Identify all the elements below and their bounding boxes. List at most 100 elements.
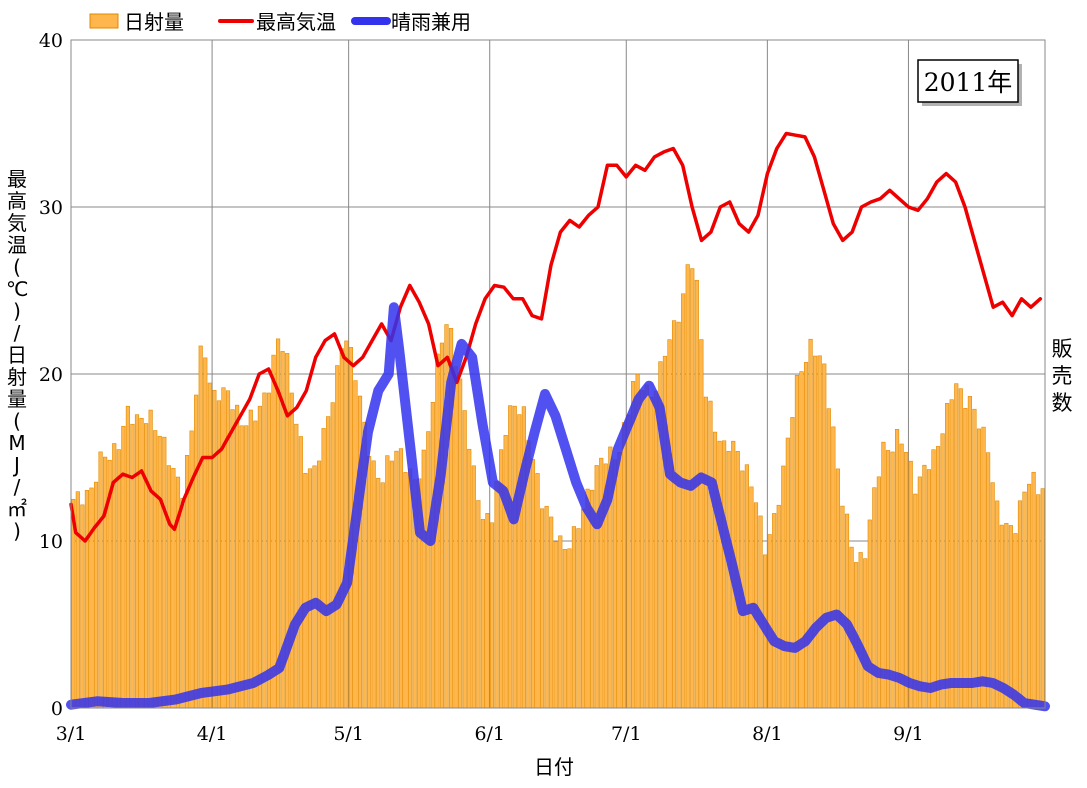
bar (785, 437, 790, 709)
bar (671, 320, 677, 709)
bar (826, 408, 831, 709)
x-tick-label: 7/1 (611, 723, 642, 745)
bar (144, 423, 149, 709)
bar (1008, 525, 1013, 709)
bar (612, 459, 617, 709)
bar (694, 279, 699, 709)
bar (940, 433, 945, 709)
bar (835, 468, 840, 709)
bar (253, 420, 258, 709)
bar (945, 403, 950, 709)
x-axis-tick-labels: 3/1 4/1 5/1 6/1 7/1 8/1 9/1 (56, 723, 924, 745)
bar (298, 436, 303, 709)
bar (681, 293, 686, 709)
bar (430, 401, 435, 709)
bar (539, 508, 545, 709)
bar (749, 486, 754, 709)
y-tick-label: 10 (39, 531, 63, 553)
bar (904, 452, 909, 709)
bar (544, 505, 549, 709)
bar (990, 482, 995, 709)
y-axis-tick-labels: 0 10 20 30 40 (39, 30, 63, 720)
bar (439, 342, 445, 709)
bar (1017, 500, 1023, 709)
bar (808, 338, 813, 709)
y-tick-label: 40 (39, 30, 63, 52)
bar (376, 477, 381, 709)
bar (571, 526, 577, 709)
bar (549, 516, 554, 709)
bar (867, 519, 872, 709)
bar (171, 468, 176, 709)
bar (813, 355, 818, 709)
bar (326, 416, 331, 709)
bar (803, 362, 809, 709)
year-badge-text: 2011年 (924, 68, 1013, 97)
bar (198, 345, 203, 709)
bar (717, 440, 722, 709)
bar-series-solar-radiation (71, 264, 1045, 709)
bar (408, 468, 413, 709)
bar (289, 392, 294, 709)
bar (935, 446, 941, 709)
bar (558, 535, 563, 709)
bar (881, 441, 886, 709)
x-tick-label: 4/1 (197, 723, 228, 745)
bar (767, 534, 772, 709)
legend-item: 日射量 (89, 10, 184, 34)
bar (640, 390, 645, 709)
bar (1036, 494, 1041, 709)
bar (162, 436, 167, 709)
y-tick-label: 0 (51, 698, 63, 720)
bar (895, 428, 900, 709)
bar (772, 513, 777, 709)
bar (212, 389, 217, 709)
bar (594, 465, 599, 709)
legend-item: 晴雨兼用 (351, 10, 471, 34)
bar (890, 451, 895, 709)
bar (462, 410, 467, 709)
bar (194, 394, 199, 709)
bar (121, 425, 126, 709)
bar (958, 388, 963, 709)
bar (316, 460, 322, 709)
bar (75, 491, 80, 709)
bar (485, 513, 490, 709)
bar (530, 459, 536, 709)
bar (949, 399, 954, 709)
bar (458, 378, 463, 709)
year-badge: 2011年 (917, 59, 1022, 106)
legend-label: 晴雨兼用 (391, 10, 471, 34)
bar (371, 460, 376, 709)
bar (635, 373, 640, 709)
bar (512, 405, 517, 709)
bar (831, 426, 836, 709)
x-axis-label: 日付 (534, 755, 574, 779)
bar (653, 390, 658, 709)
bar (999, 524, 1004, 709)
bar (153, 430, 158, 709)
bar (1031, 471, 1036, 709)
bar (148, 409, 153, 709)
legend-swatch (89, 13, 119, 29)
bar (303, 473, 308, 709)
bar (221, 387, 226, 709)
bar (744, 464, 749, 709)
bar (403, 472, 408, 709)
bar (489, 522, 495, 709)
y-axis-label-left: 最高気温(℃) / 日射量(M J / ㎡) (6, 167, 29, 543)
bar (207, 382, 212, 709)
bar (817, 355, 822, 709)
legend: 日射量 最高気温 晴雨兼用 (89, 10, 471, 34)
y-axis-label-right: 販売数 (1051, 337, 1073, 415)
y-tick-label: 30 (39, 197, 63, 219)
bar (781, 465, 786, 709)
line-series-max-temperature (69, 131, 1043, 543)
bar (125, 405, 130, 709)
bar (139, 417, 144, 709)
bar (926, 469, 932, 709)
bar (667, 339, 672, 709)
bar (954, 383, 959, 709)
y-tick-label: 20 (39, 364, 63, 386)
